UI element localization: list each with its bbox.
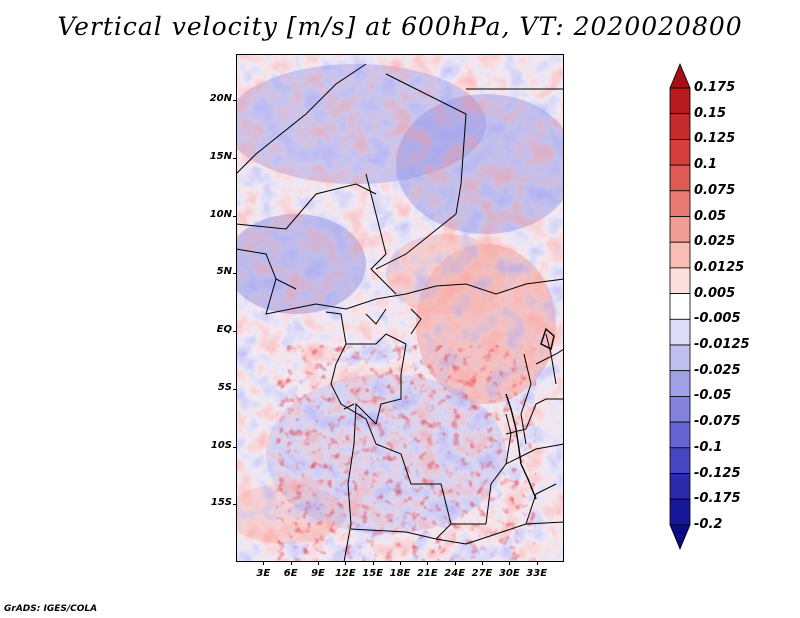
- lon-tick: [482, 562, 483, 565]
- lon-tick: [345, 562, 347, 565]
- colorbar-label: 0.0125: [694, 259, 745, 275]
- lon-tick: [318, 562, 319, 565]
- colorbar-bin: [669, 113, 691, 140]
- lat-tick-label: 5N: [216, 266, 232, 278]
- colorbar-bin: [669, 241, 691, 269]
- lon-tick-label: 30E: [498, 568, 520, 579]
- colorbar-bin: [669, 473, 691, 500]
- lon-tick: [290, 562, 292, 565]
- lat-tick: [233, 331, 236, 333]
- colorbar-label: 0.175: [694, 80, 736, 95]
- credit-text: GrADS: IGES/COLA: [4, 604, 98, 614]
- colorbar-label: 0.075: [694, 182, 736, 198]
- lon-tick: [536, 562, 538, 565]
- colorbar-bin: [669, 293, 691, 320]
- lat-tick-label: EQ: [216, 324, 232, 336]
- lat-tick-label: 15N: [209, 150, 232, 162]
- colorbar-max-triangle: [669, 62, 691, 89]
- lon-tick-label: 15E: [362, 568, 384, 579]
- lon-tick-label: 27E: [471, 568, 493, 579]
- colorbar-bin: [669, 370, 691, 397]
- colorbar-label: 0.125: [694, 131, 736, 147]
- map-panel: [236, 54, 564, 562]
- colorbar-label: -0.075: [694, 414, 741, 430]
- colorbar-bin: [669, 190, 691, 217]
- colorbar-bin: [669, 395, 691, 423]
- colorbar-bin: [669, 318, 691, 346]
- country-borders: [236, 63, 564, 562]
- lat-tick: [233, 273, 236, 275]
- plot-title: Vertical velocity [m/s] at 600hPa, VT: 2…: [57, 12, 743, 41]
- colorbar-bin: [669, 164, 691, 192]
- colorbar-bin: [669, 87, 691, 115]
- colorbar-label: -0.05: [694, 388, 732, 404]
- lon-tick-label: 6E: [283, 568, 298, 579]
- lon-tick-label: 9E: [311, 568, 325, 579]
- colorbar-label: -0.175: [694, 491, 741, 507]
- lat-tick-label: 10S: [210, 439, 232, 451]
- colorbar-label: -0.005: [694, 311, 741, 327]
- colorbar-label: -0.0125: [694, 337, 750, 352]
- colorbar-bin: [669, 447, 691, 474]
- lat-tick-label: 10N: [209, 208, 232, 220]
- colorbar-bin: [669, 138, 691, 166]
- colorbar-label: -0.025: [694, 362, 741, 378]
- lon-tick-label: 21E: [416, 568, 438, 579]
- colorbar-label: 0.1: [694, 157, 718, 173]
- colorbar-label: -0.1: [694, 439, 723, 455]
- colorbar-bin: [669, 267, 691, 294]
- lat-tick: [233, 388, 236, 390]
- velocity-field: [236, 54, 564, 562]
- lat-tick: [233, 100, 236, 102]
- colorbar-bin: [669, 421, 691, 449]
- lat-tick-label: 15S: [210, 497, 232, 509]
- colorbar-label: 0.05: [694, 208, 727, 224]
- colorbar-label: -0.125: [694, 465, 741, 481]
- lon-tick: [454, 562, 456, 565]
- lat-tick: [233, 446, 236, 448]
- colorbar-bin: [669, 498, 691, 526]
- lat-tick: [233, 157, 236, 159]
- colorbar-label: 0.025: [694, 234, 736, 250]
- colorbar-label: -0.2: [694, 516, 723, 532]
- lon-tick: [427, 562, 429, 565]
- lon-tick-label: 33E: [526, 568, 548, 579]
- colorbar-min-triangle: [669, 524, 691, 550]
- lon-tick-label: 24E: [444, 568, 466, 579]
- lon-tick-label: 18E: [389, 568, 411, 579]
- lon-tick-label: 12E: [334, 568, 356, 579]
- lon-tick: [263, 562, 265, 565]
- lat-tick: [233, 215, 236, 217]
- lat-tick-label: 20N: [209, 93, 232, 105]
- lon-tick: [509, 562, 511, 565]
- colorbar-bin: [669, 216, 691, 243]
- colorbar-label: 0.15: [694, 105, 727, 121]
- lat-tick: [233, 504, 236, 506]
- lon-tick: [372, 562, 374, 565]
- colorbar-bin: [669, 344, 691, 372]
- lon-tick: [400, 562, 401, 565]
- colorbar-label: 0.005: [694, 285, 736, 301]
- lake-outlines: [505, 327, 555, 500]
- lon-tick-label: 3E: [256, 568, 271, 579]
- lat-tick-label: 5S: [217, 381, 232, 393]
